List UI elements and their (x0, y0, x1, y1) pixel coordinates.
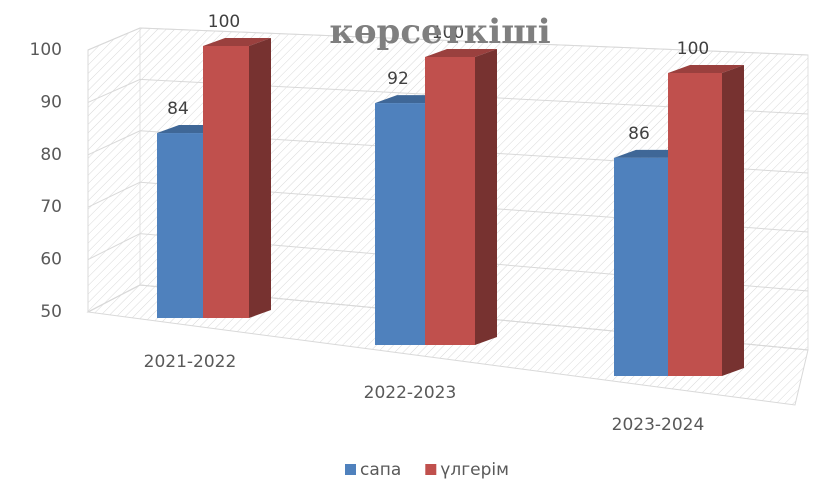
y-tick-label: 90 (40, 92, 62, 112)
y-tick-label: 60 (40, 250, 62, 270)
legend-swatch (345, 464, 356, 475)
data-label: 100 (208, 12, 240, 32)
bar-top (203, 38, 271, 46)
bar (203, 46, 249, 318)
bar-side (249, 38, 271, 318)
data-label: 86 (628, 124, 650, 144)
side-wall (87, 27, 141, 313)
bar-top (425, 49, 497, 57)
grid-line (87, 284, 809, 351)
grid-line (87, 78, 809, 115)
legend-swatch (425, 464, 437, 475)
y-tick-label: 50 (40, 302, 62, 322)
data-label: 100 (432, 23, 464, 43)
data-label: 100 (677, 39, 709, 59)
data-label: 92 (387, 69, 409, 89)
bar-side (722, 65, 744, 376)
bar (375, 103, 425, 345)
legend-label: сапа (360, 460, 401, 480)
grid-line (87, 130, 809, 174)
grid-line (87, 27, 809, 56)
y-tick-label: 80 (40, 145, 62, 165)
x-tick-label: 2021-2022 (144, 352, 237, 372)
bar (668, 73, 722, 376)
legend-label: үлгерім (440, 460, 509, 480)
bar (157, 133, 203, 318)
bar (614, 157, 668, 376)
y-tick-label: 100 (30, 40, 62, 60)
x-tick-label: 2023-2024 (612, 415, 705, 435)
chart-title: көрсеткіші (329, 12, 550, 52)
bar-top (668, 65, 744, 73)
grid-line (87, 233, 809, 292)
grid-line (87, 181, 809, 233)
data-label: 84 (167, 99, 189, 119)
x-tick-label: 2022-2023 (364, 383, 457, 403)
y-tick-label: 70 (40, 197, 62, 217)
bar (425, 57, 475, 345)
bar-side (475, 49, 497, 345)
